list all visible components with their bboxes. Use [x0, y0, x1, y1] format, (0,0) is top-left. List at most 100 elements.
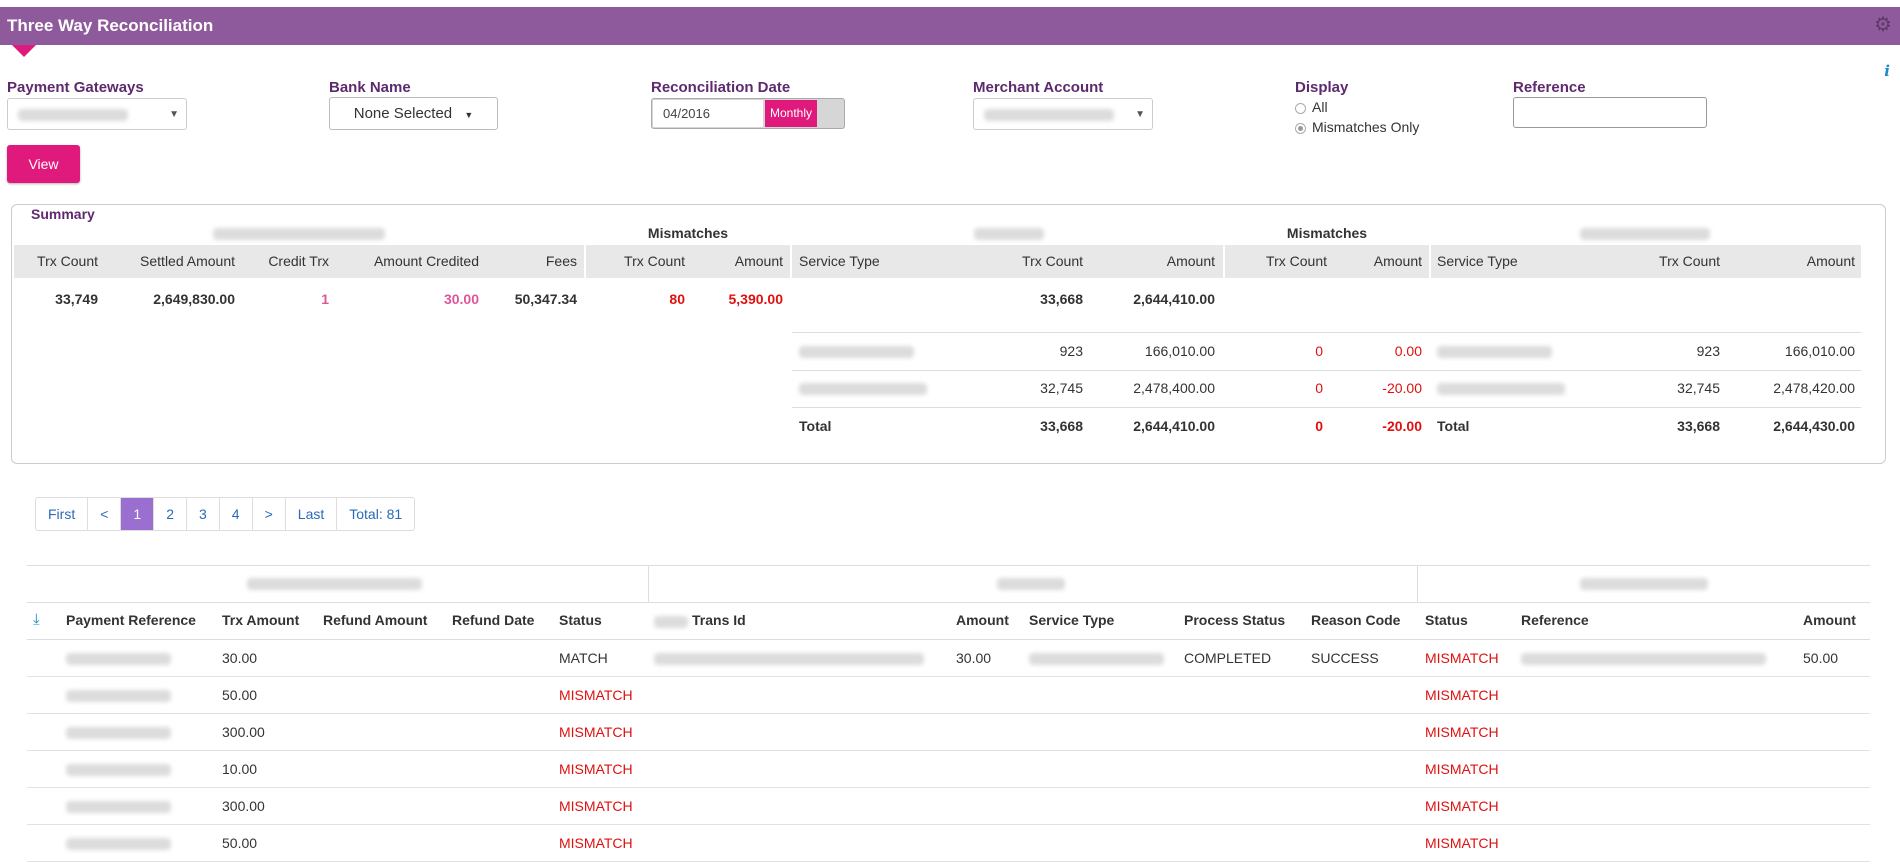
table-row[interactable]: 300.00 MISMATCH MISMATCH — [27, 788, 1870, 825]
trx-amount: 300.00 — [222, 724, 265, 740]
col-amount: Amount — [956, 612, 1009, 628]
reference-label: Reference — [1513, 79, 1586, 96]
detail-top-border — [27, 565, 1870, 566]
row-divider — [27, 639, 1870, 640]
payment-row1-amount: 166,010.00 — [1144, 343, 1215, 359]
backend-service-type-1 — [1437, 346, 1552, 358]
page-prev[interactable]: < — [88, 498, 122, 530]
mismatch2-row2-amount[interactable]: -20.00 — [1382, 380, 1422, 396]
detail-group-border — [27, 602, 1870, 603]
col-mismatch2-trx-count: Trx Count — [1266, 253, 1327, 269]
gateway-credit-trx[interactable]: 1 — [321, 291, 329, 307]
payment-reference — [66, 690, 171, 702]
payment-service-type-1 — [799, 346, 914, 358]
radio-icon — [1295, 102, 1306, 114]
backend-row2-amount: 2,478,420.00 — [1773, 380, 1855, 396]
display-option-mismatches-only[interactable]: Mismatches Only — [1295, 119, 1419, 135]
col-service-type: Service Type — [1029, 612, 1115, 628]
payment-group-label — [974, 228, 1044, 240]
payment-top-amount: 2,644,410.00 — [1133, 291, 1215, 307]
backend-total-count: 33,668 — [1677, 418, 1720, 434]
detail-gateway-group-label — [247, 578, 422, 590]
page-title-bar: Three Way Reconciliation — [0, 7, 1900, 45]
page-1[interactable]: 1 — [121, 498, 155, 530]
payment-top-count: 33,668 — [1040, 291, 1083, 307]
monthly-button[interactable]: Monthly — [765, 100, 817, 127]
page-last[interactable]: Last — [286, 498, 338, 530]
col-refund-date: Refund Date — [452, 612, 535, 628]
reference-input[interactable] — [1513, 97, 1707, 128]
col-backend-amount: Amount — [1803, 612, 1856, 628]
col-payment-service-type: Service Type — [799, 253, 880, 269]
mismatch2-row1-count[interactable]: 0 — [1315, 343, 1323, 359]
backend-status: MISMATCH — [1425, 798, 1499, 814]
payment-reference — [66, 653, 171, 665]
merchant-account-select[interactable]: ▼ — [973, 98, 1153, 130]
reconciliation-date-input[interactable] — [653, 100, 763, 127]
col-backend-amount: Amount — [1806, 253, 1855, 269]
page-3[interactable]: 3 — [187, 498, 220, 530]
col-backend-status: Status — [1425, 612, 1468, 628]
gateway-amount-credited[interactable]: 30.00 — [443, 291, 479, 307]
mismatch2-row2-count[interactable]: 0 — [1315, 380, 1323, 396]
col-backend-trx-count: Trx Count — [1659, 253, 1720, 269]
payment-gateways-value — [18, 109, 128, 121]
reconciliation-date-group: Monthly — [651, 98, 845, 129]
payment-row1-count: 923 — [1059, 343, 1083, 359]
col-mismatch1-trx-count: Trx Count — [624, 253, 685, 269]
status: MISMATCH — [559, 761, 633, 777]
view-button[interactable]: View — [7, 145, 80, 183]
payment-reference — [66, 838, 171, 850]
payment-gateways-select[interactable]: ▼ — [7, 98, 187, 130]
summary-title: Summary — [31, 206, 95, 222]
table-row[interactable]: 300.00 MISMATCH MISMATCH — [27, 714, 1870, 751]
download-icon[interactable]: ⤓ — [33, 611, 40, 628]
status: MISMATCH — [559, 835, 633, 851]
table-row[interactable]: 30.00 MATCH 30.00 COMPLETED SUCCESS MISM… — [27, 640, 1870, 677]
page-4[interactable]: 4 — [220, 498, 253, 530]
process-status: COMPLETED — [1184, 650, 1272, 666]
payment-header-bar — [792, 245, 1223, 278]
col-reference: Reference — [1521, 612, 1589, 628]
radio-selected-icon — [1295, 122, 1306, 134]
reconciliation-date-label: Reconciliation Date — [651, 79, 791, 96]
payment-reference — [66, 727, 171, 739]
backend-total-label: Total — [1437, 418, 1470, 434]
backend-service-type-2 — [1437, 383, 1565, 395]
display-option-all[interactable]: All — [1295, 99, 1328, 115]
mismatch1-trx-count[interactable]: 80 — [669, 291, 685, 307]
payment-total-amount: 2,644,410.00 — [1133, 418, 1215, 434]
mismatch2-row1-amount[interactable]: 0.00 — [1394, 343, 1422, 359]
table-row[interactable]: 10.00 MISMATCH MISMATCH — [27, 751, 1870, 788]
gear-icon[interactable]: ⚙ — [1874, 14, 1892, 36]
mismatch2-total-count: 0 — [1315, 418, 1323, 434]
mismatches-group-label-1: Mismatches — [647, 225, 729, 241]
bank-name-dropdown[interactable]: None Selected ▼ — [329, 97, 498, 130]
mismatch1-header-bar — [586, 245, 790, 278]
backend-status: MISMATCH — [1425, 724, 1499, 740]
gateway-group-label — [213, 228, 385, 240]
reason-code: SUCCESS — [1311, 650, 1379, 666]
col-payment-trx-count: Trx Count — [1022, 253, 1083, 269]
payment-reference — [66, 764, 171, 776]
page-title: Three Way Reconciliation — [7, 16, 214, 35]
page-next[interactable]: > — [253, 498, 286, 530]
title-caret-icon — [12, 45, 36, 57]
page-2[interactable]: 2 — [154, 498, 187, 530]
table-row[interactable]: 50.00 MISMATCH MISMATCH — [27, 677, 1870, 714]
col-process-status: Process Status — [1184, 612, 1286, 628]
table-row[interactable]: 50.00 MISMATCH MISMATCH — [27, 825, 1870, 862]
caret-down-icon: ▼ — [464, 110, 474, 120]
row-divider — [792, 332, 1861, 333]
page-first[interactable]: First — [36, 498, 89, 530]
info-icon[interactable]: i — [1884, 62, 1890, 80]
trans-id — [654, 653, 924, 665]
mismatch1-amount[interactable]: 5,390.00 — [728, 291, 784, 307]
gateway-header-bar — [14, 245, 584, 278]
chevron-down-icon: ▼ — [169, 109, 179, 120]
group-divider — [1417, 565, 1418, 602]
status: MISMATCH — [559, 798, 633, 814]
gateway-trx-count: 33,749 — [55, 291, 98, 307]
page-total: Total: 81 — [349, 506, 403, 522]
bank-name-value: None Selected — [353, 105, 453, 122]
